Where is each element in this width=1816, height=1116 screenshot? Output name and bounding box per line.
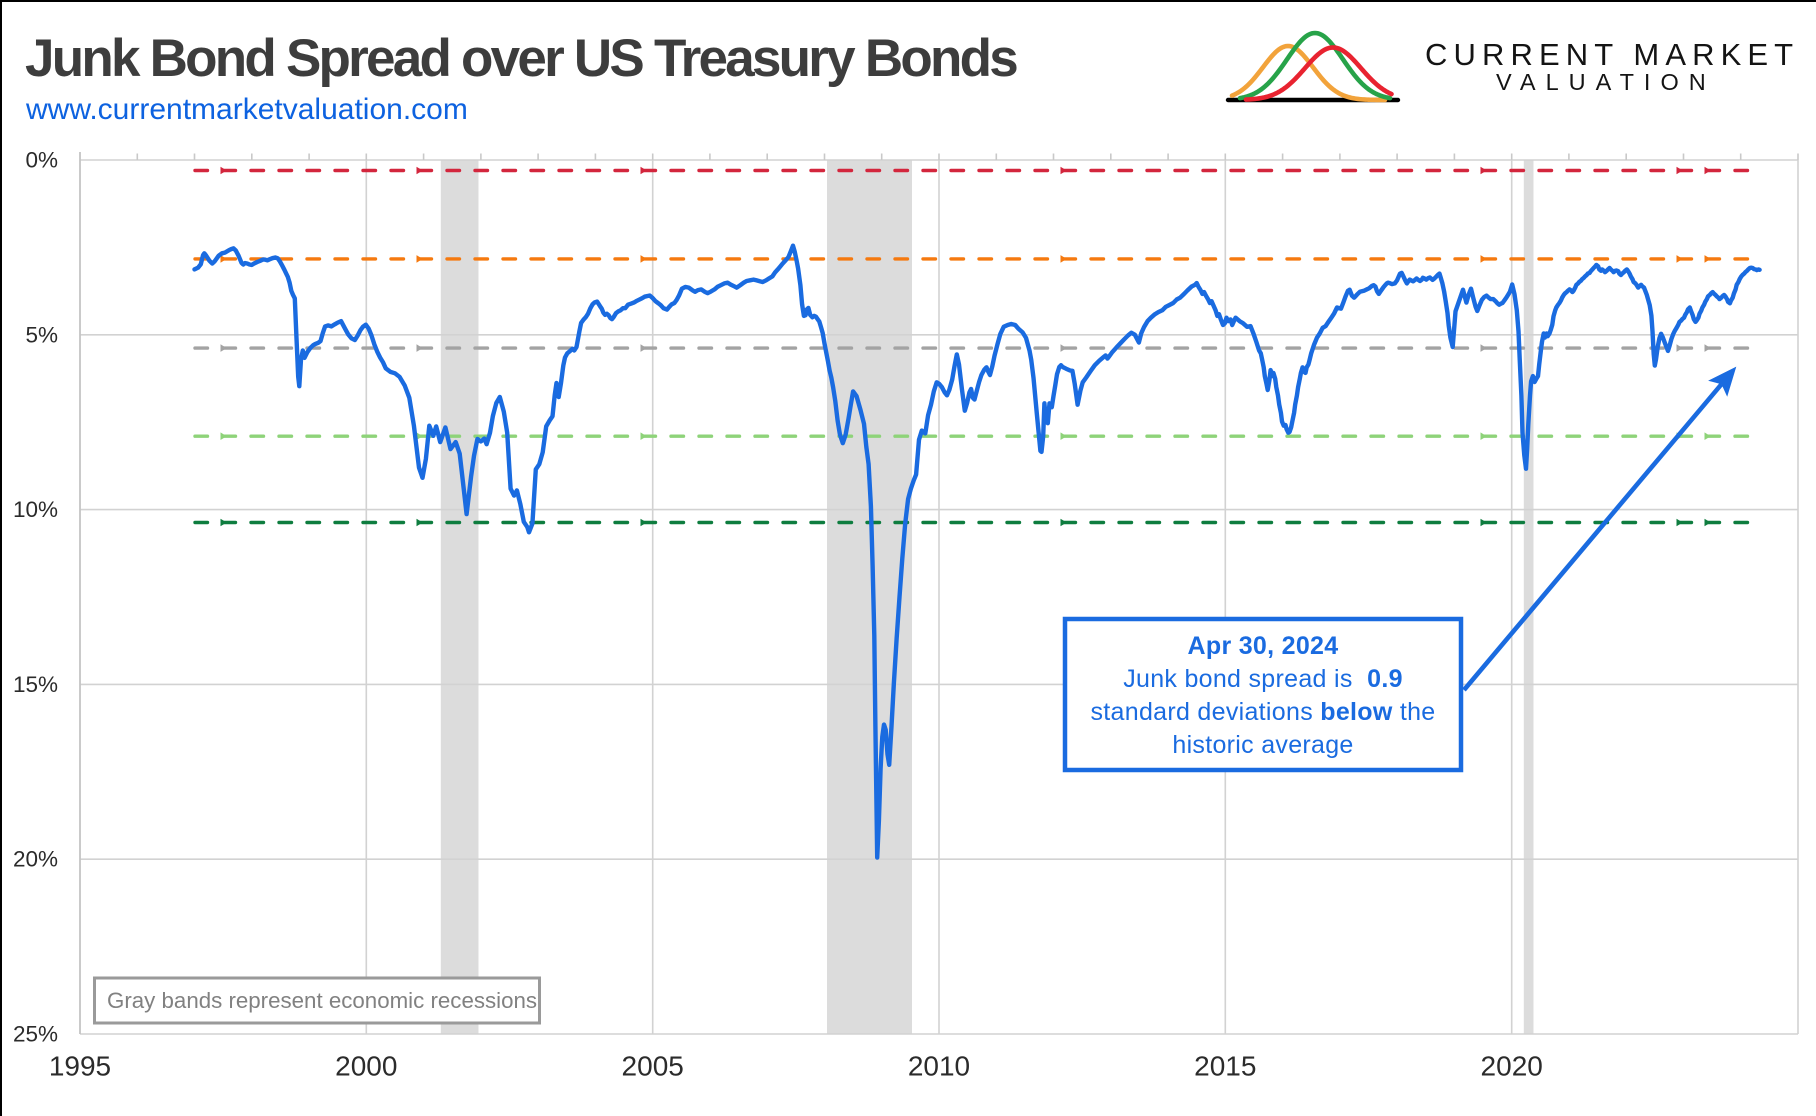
svg-text:0%: 0% xyxy=(25,148,58,173)
svg-text:10%: 10% xyxy=(13,497,58,522)
svg-text:2015: 2015 xyxy=(1194,1051,1256,1082)
svg-text:standard deviations below the: standard deviations below the xyxy=(1090,698,1435,726)
svg-text:15%: 15% xyxy=(13,672,58,697)
svg-text:Apr 30, 2024: Apr 30, 2024 xyxy=(1188,632,1339,660)
svg-text:Gray bands represent economic: Gray bands represent economic recessions xyxy=(107,988,537,1013)
svg-text:2010: 2010 xyxy=(908,1051,970,1082)
svg-text:1995: 1995 xyxy=(49,1051,111,1082)
svg-text:2020: 2020 xyxy=(1481,1051,1543,1082)
svg-text:CURRENT MARKET: CURRENT MARKET xyxy=(1425,37,1799,72)
svg-text:www.currentmarketvaluation.com: www.currentmarketvaluation.com xyxy=(25,93,468,126)
svg-text:25%: 25% xyxy=(13,1022,58,1047)
svg-text:2005: 2005 xyxy=(622,1051,684,1082)
svg-text:VALUATION: VALUATION xyxy=(1496,69,1716,95)
svg-text:2000: 2000 xyxy=(335,1051,397,1082)
svg-text:Junk bond spread is 0.9: Junk bond spread is 0.9 xyxy=(1123,665,1403,693)
svg-text:20%: 20% xyxy=(13,847,58,872)
svg-text:historic average: historic average xyxy=(1172,731,1353,759)
svg-text:Junk Bond Spread over US Treas: Junk Bond Spread over US Treasury Bonds xyxy=(25,29,1017,88)
svg-text:5%: 5% xyxy=(25,322,58,347)
